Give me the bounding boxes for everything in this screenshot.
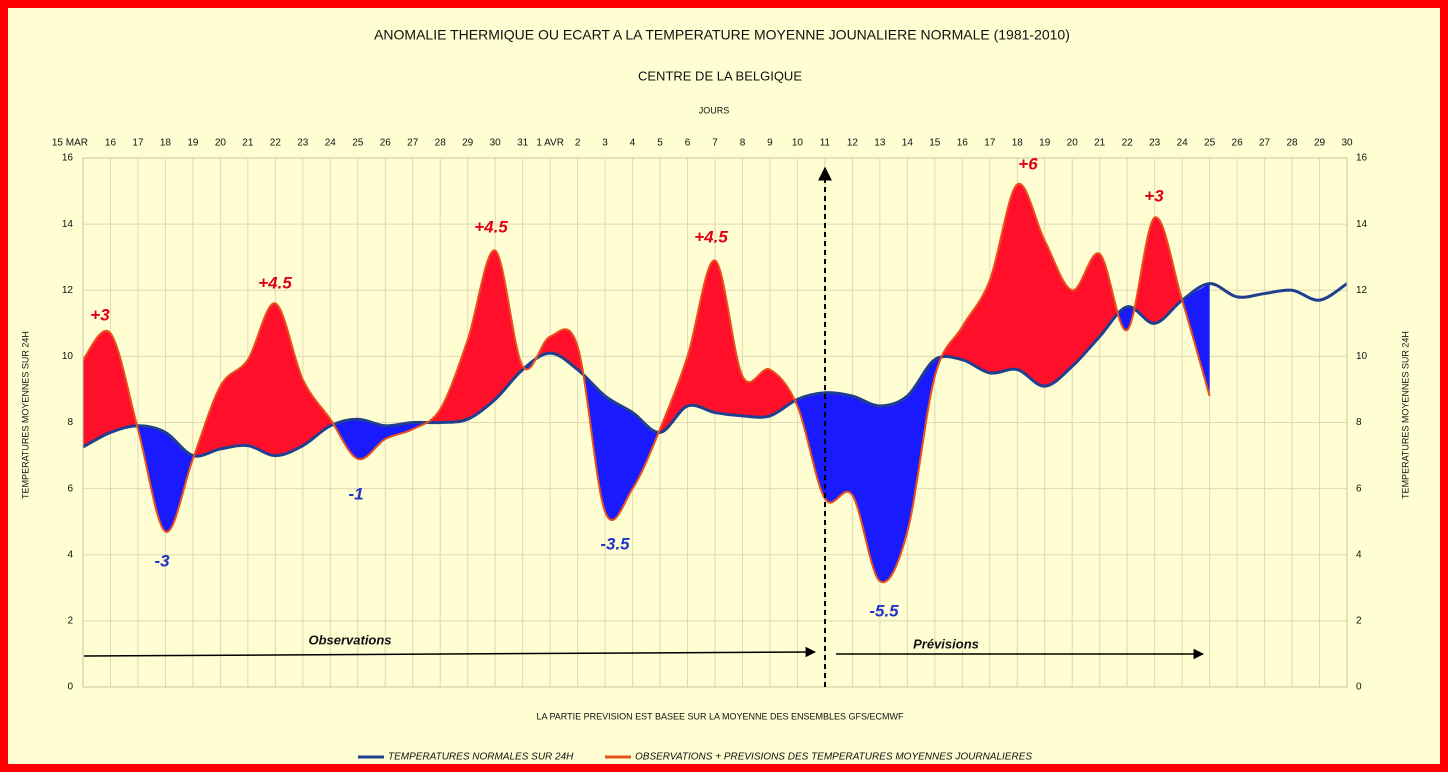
x-tick-label: 18: [1012, 138, 1024, 149]
x-tick-label: 7: [712, 138, 718, 149]
x-tick-label: 12: [847, 138, 859, 149]
x-tick-label: 19: [1039, 138, 1051, 149]
x-tick-label: 26: [1232, 138, 1244, 149]
x-tick-label: 5: [657, 138, 663, 149]
x-tick-label: 28: [1286, 138, 1298, 149]
y-axis-label-right: TEMPERATURES MOYENNES SUR 24H: [1400, 331, 1410, 499]
chart-subtitle: CENTRE DE LA BELGIQUE: [638, 68, 802, 83]
y-tick-label: 12: [62, 285, 74, 296]
series-line: [82, 183, 1211, 584]
anomaly-annotation: +3: [90, 305, 110, 324]
x-tick-label: 16: [957, 138, 969, 149]
x-tick-label: 25: [1204, 138, 1216, 149]
footnote: LA PARTIE PREVISION EST BASEE SUR LA MOY…: [536, 711, 904, 721]
x-tick-label: 21: [242, 138, 254, 149]
x-tick-label: 23: [297, 138, 309, 149]
x-tick-label: 1 AVR: [536, 138, 564, 149]
x-tick-label: 9: [767, 138, 773, 149]
plot-border: [82, 157, 1348, 688]
x-tick-label: 30: [1341, 138, 1353, 149]
x-tick-label: 23: [1149, 138, 1161, 149]
y-tick-label-right: 12: [1356, 285, 1368, 296]
y-tick-label-right: 10: [1356, 351, 1368, 362]
x-tick-label: 19: [187, 138, 199, 149]
y-tick-label-right: 6: [1356, 483, 1362, 494]
x-tick-label: 24: [325, 138, 337, 149]
y-tick-label: 0: [67, 682, 73, 693]
y-tick-label: 8: [67, 417, 73, 428]
y-axis-label: TEMPERATURES MOYENNES SUR 24H: [20, 331, 30, 499]
x-tick-label: 31: [517, 138, 529, 149]
y-tick-label-right: 4: [1356, 549, 1362, 560]
x-tick-label: 10: [792, 138, 804, 149]
x-tick-label: 4: [630, 138, 636, 149]
x-tick-label: 20: [215, 138, 227, 149]
anomaly-annotation: +6: [1018, 154, 1038, 173]
x-tick-label: 26: [380, 138, 392, 149]
y-tick-label: 6: [67, 483, 73, 494]
y-tick-label-right: 8: [1356, 417, 1362, 428]
anomaly-annotation: +4.5: [474, 217, 508, 236]
x-tick-label: 22: [270, 138, 282, 149]
x-tick-label: 8: [740, 138, 746, 149]
y-tick-label-right: 16: [1356, 153, 1368, 164]
anomaly-annotation: +4.5: [258, 273, 292, 292]
y-tick-label-right: 2: [1356, 616, 1362, 627]
x-axis-label: JOURS: [699, 105, 730, 115]
y-tick-label: 4: [67, 549, 73, 560]
y-tick-label: 14: [62, 219, 74, 230]
observations-arrow: [83, 646, 817, 658]
x-tick-label: 14: [902, 138, 914, 149]
x-tick-label: 28: [435, 138, 447, 149]
x-tick-label: 2: [575, 138, 581, 149]
x-tick-label: 22: [1122, 138, 1134, 149]
y-tick-label: 16: [62, 153, 74, 164]
x-tick-label: 13: [874, 138, 886, 149]
x-tick-label: 18: [160, 138, 172, 149]
anomaly-annotation: -3.5: [600, 534, 630, 553]
legend-label: OBSERVATIONS + PREVISIONS DES TEMPERATUR…: [635, 752, 1032, 763]
y-tick-label-right: 0: [1356, 682, 1362, 693]
x-tick-label: 15 MAR: [52, 138, 88, 149]
chart-title: ANOMALIE THERMIQUE OU ECART A LA TEMPERA…: [374, 27, 1070, 43]
x-tick-label: 20: [1067, 138, 1079, 149]
x-tick-label: 30: [490, 138, 502, 149]
x-tick-label: 17: [984, 138, 996, 149]
anomaly-annotation: -3: [154, 551, 170, 570]
anomaly-annotation: -5.5: [869, 601, 899, 620]
anomaly-annotation: -1: [348, 484, 363, 503]
y-tick-label: 2: [67, 616, 73, 627]
x-tick-label: 21: [1094, 138, 1106, 149]
x-tick-label: 11: [820, 138, 831, 149]
anomaly-annotation: +4.5: [694, 227, 728, 246]
x-tick-label: 29: [1314, 138, 1326, 149]
x-tick-label: 16: [105, 138, 117, 149]
y-tick-label-right: 14: [1356, 219, 1368, 230]
x-tick-label: 24: [1177, 138, 1189, 149]
x-tick-label: 6: [685, 138, 691, 149]
x-tick-label: 3: [602, 138, 608, 149]
anomaly-annotation: +3: [1144, 186, 1164, 205]
x-tick-label: 27: [1259, 138, 1271, 149]
x-tick-label: 27: [407, 138, 419, 149]
x-tick-label: 17: [132, 138, 144, 149]
observations-label: Observations: [308, 632, 391, 647]
x-tick-label: 25: [352, 138, 364, 149]
forecast-label: Prévisions: [913, 636, 979, 651]
legend-label: TEMPERATURES NORMALES SUR 24H: [388, 752, 574, 763]
y-tick-label: 10: [62, 351, 74, 362]
x-tick-label: 15: [929, 138, 941, 149]
x-tick-label: 29: [462, 138, 474, 149]
